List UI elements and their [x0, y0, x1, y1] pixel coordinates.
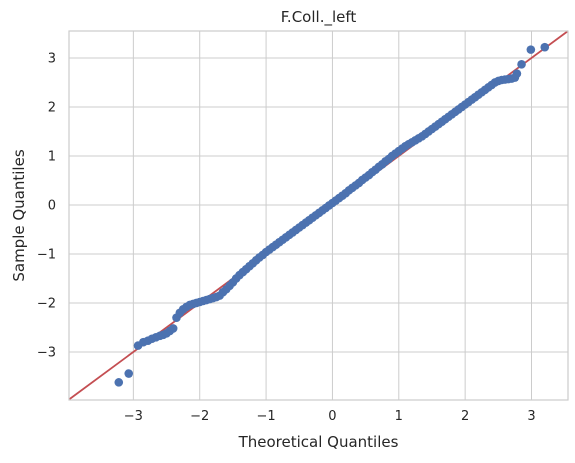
- y-tick-label: 3: [48, 51, 56, 66]
- y-tick-label: 0: [48, 198, 56, 213]
- y-tick-label: −1: [37, 247, 56, 262]
- y-axis-label: Sample Quantiles: [10, 149, 28, 281]
- x-tick-label: 0: [328, 409, 336, 424]
- data-point: [512, 69, 522, 78]
- y-tick-label: 2: [48, 100, 56, 115]
- y-tick-label: −3: [37, 345, 56, 360]
- data-points: [114, 42, 550, 387]
- x-tick-label: 1: [395, 409, 403, 424]
- y-tick-label: −2: [37, 296, 56, 311]
- plot-frame: [68, 30, 569, 401]
- grid: [69, 31, 568, 400]
- x-axis-label: Theoretical Quantiles: [238, 433, 399, 451]
- x-tick-label: 3: [527, 409, 535, 424]
- chart-title: F.Coll._left: [281, 8, 357, 27]
- y-tick-label: 1: [48, 149, 56, 164]
- x-tick-label: −2: [190, 409, 209, 424]
- x-tick-labels: −3 −2 −1 0 1 2 3: [124, 409, 536, 424]
- data-point: [168, 324, 178, 333]
- x-tick-label: −1: [256, 409, 275, 424]
- data-point: [540, 42, 550, 52]
- x-tick-label: 2: [461, 409, 469, 424]
- data-point: [114, 378, 124, 387]
- data-point: [124, 369, 134, 378]
- y-tick-labels: −3 −2 −1 0 1 2 3: [37, 51, 56, 360]
- data-point: [517, 60, 526, 69]
- x-tick-label: −3: [124, 409, 143, 424]
- data-point: [526, 45, 536, 54]
